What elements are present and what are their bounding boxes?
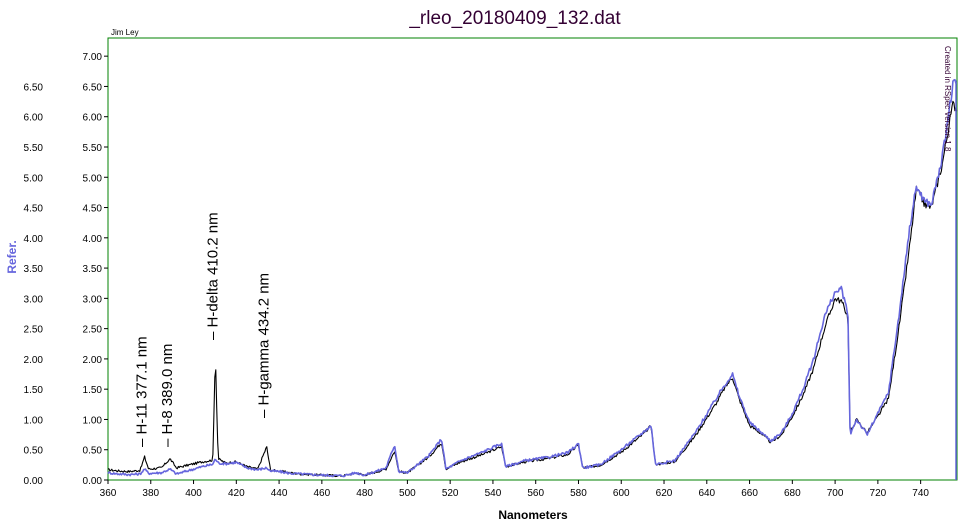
x-tick-label: 560 bbox=[527, 488, 544, 499]
x-tick-label: 720 bbox=[870, 488, 887, 499]
y-tick-label-left: 4.50 bbox=[24, 204, 44, 215]
y-tick-label-left: 0.00 bbox=[24, 476, 44, 487]
x-tick-label: 580 bbox=[570, 488, 587, 499]
line-annotation: – H-gamma 434.2 nm bbox=[256, 273, 273, 418]
x-axis-label: Nanometers bbox=[498, 508, 568, 522]
y-tick-label-left: 0.50 bbox=[24, 446, 44, 457]
x-tick-label: 400 bbox=[185, 488, 202, 499]
x-tick-label: 460 bbox=[314, 488, 331, 499]
x-tick-label: 540 bbox=[485, 488, 502, 499]
y-tick-label-left: 1.50 bbox=[24, 385, 44, 396]
x-tick-label: 420 bbox=[228, 488, 245, 499]
y-tick-label-left: 2.50 bbox=[24, 325, 44, 336]
author-label: Jim Ley bbox=[111, 28, 139, 37]
y-tick-label-left: 5.00 bbox=[24, 173, 44, 184]
y-tick-label: 4.50 bbox=[83, 204, 103, 215]
series-layer bbox=[107, 78, 958, 480]
x-tick-label: 360 bbox=[100, 488, 117, 499]
y-tick-label-left: 6.00 bbox=[24, 113, 44, 124]
y-tick-label-left: 4.00 bbox=[24, 234, 44, 245]
y-tick-label: 0.00 bbox=[83, 476, 103, 487]
y-tick-label-left: 3.50 bbox=[24, 264, 44, 275]
y-tick-label-left: 6.50 bbox=[24, 82, 44, 93]
plot-area bbox=[107, 37, 958, 481]
y-tick-label: 6.50 bbox=[83, 82, 103, 93]
y-tick-label: 3.00 bbox=[83, 294, 103, 305]
y-tick-label: 1.50 bbox=[83, 385, 103, 396]
y-tick-label: 4.00 bbox=[83, 234, 103, 245]
y-axis-label: Refer. bbox=[5, 240, 19, 273]
y-tick-label-left: 2.00 bbox=[24, 355, 44, 366]
y-tick-label: 5.50 bbox=[83, 143, 103, 154]
x-tick-label: 500 bbox=[399, 488, 416, 499]
line-annotation: – H-delta 410.2 nm bbox=[204, 212, 221, 340]
axes: 360 380 400 420 440 460 480 500 520 540 560 580 600 6… bbox=[24, 52, 930, 499]
x-tick-label: 620 bbox=[656, 488, 673, 499]
y-tick-label: 3.50 bbox=[83, 264, 103, 275]
y-tick-label-left: 5.50 bbox=[24, 143, 44, 154]
x-tick-label: 740 bbox=[912, 488, 929, 499]
y-tick-label-left: 3.00 bbox=[24, 294, 44, 305]
x-tick-label: 640 bbox=[698, 488, 715, 499]
x-tick-label: 660 bbox=[741, 488, 758, 499]
credit-label: Created in RSpec Version 1.8 bbox=[943, 46, 952, 152]
x-tick-label: 480 bbox=[356, 488, 373, 499]
y-tick-label: 1.00 bbox=[83, 415, 103, 426]
x-tick-label: 520 bbox=[442, 488, 459, 499]
x-tick-label: 600 bbox=[613, 488, 630, 499]
y-tick-label: 2.00 bbox=[83, 355, 103, 366]
y-tick-label: 5.00 bbox=[83, 173, 103, 184]
x-tick-label: 700 bbox=[827, 488, 844, 499]
y-tick-label-left: 1.00 bbox=[24, 415, 44, 426]
y-tick-label: 6.00 bbox=[83, 113, 103, 124]
line-annotation: – H-8 389.0 nm bbox=[159, 344, 176, 447]
series-line-1 bbox=[107, 78, 957, 478]
line-annotation: – H-11 377.1 nm bbox=[134, 336, 151, 447]
y-tick-label: 0.50 bbox=[83, 446, 103, 457]
annotation-layer: – H-11 377.1 nm – H-8 389.0 nm – H-delta 4… bbox=[134, 212, 273, 447]
y-tick-label: 7.00 bbox=[83, 52, 103, 63]
y-tick-label: 2.50 bbox=[83, 325, 103, 336]
chart-title: _rleo_20180409_132.dat bbox=[408, 8, 621, 29]
x-tick-label: 440 bbox=[271, 488, 288, 499]
series-line-0 bbox=[108, 100, 958, 478]
x-tick-label: 380 bbox=[142, 488, 159, 499]
x-tick-label: 680 bbox=[784, 488, 801, 499]
